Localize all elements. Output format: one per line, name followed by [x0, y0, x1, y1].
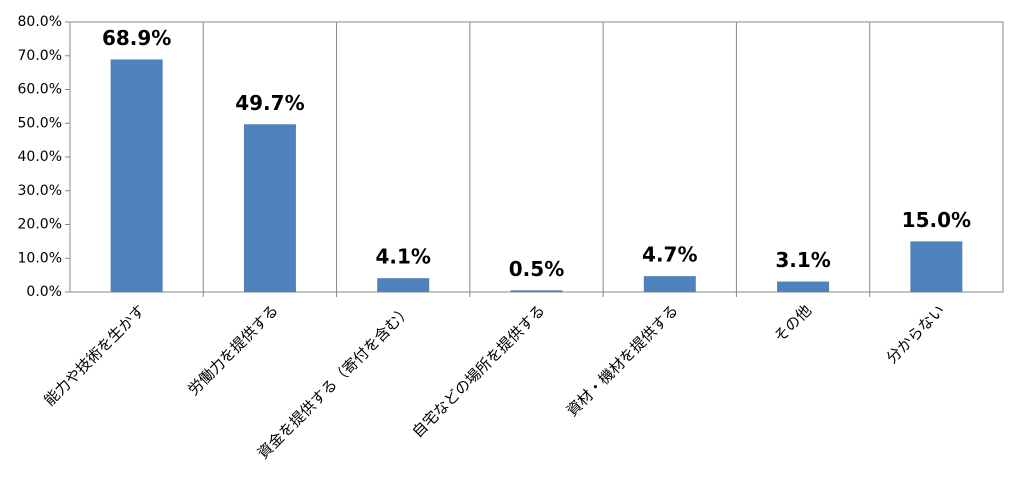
bar	[110, 59, 163, 293]
x-tick-label: 分からない	[883, 301, 949, 367]
bar	[643, 276, 696, 292]
bar	[510, 290, 563, 292]
data-label: 15.0%	[902, 208, 971, 232]
data-label: 4.7%	[642, 243, 697, 267]
x-tick-label: 自宅などの場所を提供する	[408, 301, 548, 441]
y-tick-label: 0.0%	[26, 284, 62, 300]
data-label: 0.5%	[509, 257, 564, 281]
bar	[910, 241, 963, 292]
y-tick-label: 80.0%	[18, 14, 62, 30]
y-tick-label: 40.0%	[18, 149, 62, 165]
bar	[377, 278, 430, 292]
y-tick-label: 20.0%	[18, 217, 62, 233]
y-tick-label: 70.0%	[18, 48, 62, 64]
data-label: 4.1%	[375, 245, 430, 269]
data-label: 3.1%	[775, 248, 830, 272]
y-tick-label: 30.0%	[18, 183, 62, 199]
x-tick-label: 資材・機材を提供する	[563, 301, 682, 420]
y-tick-label: 50.0%	[18, 115, 62, 131]
data-label: 68.9%	[102, 26, 171, 50]
y-tick-label: 60.0%	[18, 82, 62, 98]
bar	[777, 281, 830, 292]
y-tick-label: 10.0%	[18, 250, 62, 266]
bar	[243, 124, 296, 292]
data-label: 49.7%	[235, 91, 304, 115]
x-tick-label: 労働力を提供する	[184, 301, 282, 399]
plot-frame	[69, 21, 1004, 293]
x-tick-label: その他	[771, 301, 816, 346]
x-tick-label: 能力や技術を生かす	[40, 301, 148, 409]
x-tick-label: 資金を提供する（寄付を含む）	[254, 301, 415, 462]
